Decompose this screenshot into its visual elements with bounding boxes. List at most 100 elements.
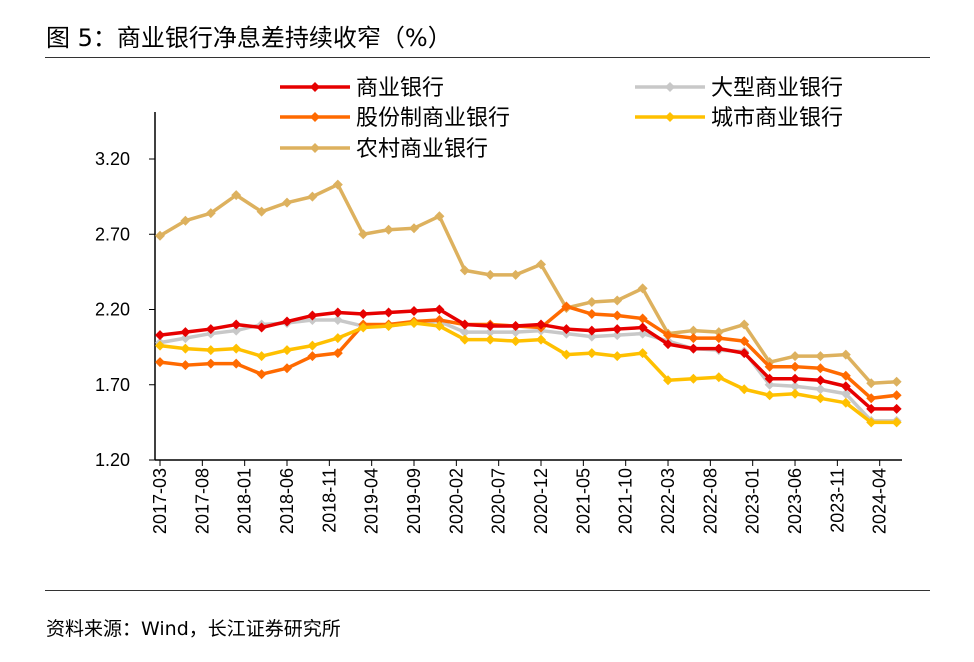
data-point [434,304,445,315]
data-point [180,333,191,344]
data-point [586,348,597,359]
legend-marker [310,82,320,92]
legend-item: 商业银行 [280,76,444,101]
data-point [383,321,394,332]
data-point [790,361,801,372]
data-point [231,343,242,354]
source-note: 资料来源：Wind，长江证券研究所 [46,618,341,640]
x-tick-label: 2018-06 [277,468,297,534]
data-point [866,417,877,428]
data-point [764,390,775,401]
y-tick-label: 1.20 [95,450,130,470]
data-point [891,390,902,401]
data-point [663,330,674,341]
data-point [586,325,597,336]
data-point [637,322,648,333]
y-tick-label: 2.70 [95,224,130,244]
y-tick-label: 3.20 [95,149,130,169]
data-point [205,345,216,356]
data-point [536,319,547,330]
data-point [358,309,369,320]
legend-item: 股份制商业银行 [280,106,510,131]
data-point [459,265,470,276]
legend-marker [310,143,320,153]
data-point [358,322,369,333]
x-tick-label: 2018-01 [235,468,255,534]
data-point [612,295,623,306]
data-point [307,340,318,351]
data-point [459,334,470,345]
data-point [282,316,293,327]
data-point [586,296,597,307]
data-point [434,315,445,326]
data-point [612,351,623,362]
data-point [485,334,496,345]
data-point [485,269,496,280]
data-point [612,324,623,335]
data-point [332,307,343,318]
data-point [256,322,267,333]
data-point [332,179,343,190]
x-tick-label: 2020-07 [489,468,509,534]
figure-title: 图 5：商业银行净息差持续收窄（%） [46,24,452,52]
data-point [180,343,191,354]
data-point [815,375,826,386]
data-point [536,259,547,270]
data-point [891,376,902,387]
data-point [840,388,851,399]
data-point [256,369,267,380]
data-point [612,310,623,321]
data-point [561,324,572,335]
data-point [434,321,445,332]
data-point [332,348,343,359]
data-point [663,339,674,350]
data-point [256,351,267,362]
x-tick-label: 2023-06 [785,468,805,534]
data-point [739,319,750,330]
data-point [688,343,699,354]
data-point [637,313,648,324]
data-point [307,310,318,321]
data-point [307,191,318,202]
data-point [586,331,597,342]
data-point [840,381,851,392]
data-point [459,319,470,330]
data-point [205,324,216,335]
data-point [790,388,801,399]
x-tick-label: 2023-11 [827,468,847,533]
legend-label: 城市商业银行 [711,106,843,131]
data-point [282,363,293,374]
data-point [891,403,902,414]
data-point [688,333,699,344]
legend-item: 大型商业银行 [635,76,843,101]
data-point [409,318,420,329]
data-point [155,357,165,368]
y-tick-label: 1.70 [95,375,130,395]
data-point [510,269,521,280]
data-point [383,307,394,318]
data-point [434,211,445,222]
data-point [790,351,801,362]
data-point [536,334,547,345]
data-point [409,306,420,317]
data-point [256,206,267,217]
data-point [155,230,165,241]
data-point [739,348,750,359]
data-point [231,358,242,369]
data-point [713,327,724,338]
x-tick-label: 2023-01 [743,468,763,534]
data-point [840,349,851,360]
data-point [764,379,775,390]
x-tick-label: 2021-10 [616,468,636,534]
x-tick-label: 2017-03 [150,468,170,534]
title-divider [45,57,930,58]
data-point [586,309,597,320]
data-point [561,301,572,312]
data-point [866,403,877,414]
series-5 [155,179,902,389]
data-point [840,370,851,381]
data-point [282,345,293,356]
data-point [713,333,724,344]
source-divider [45,590,930,591]
